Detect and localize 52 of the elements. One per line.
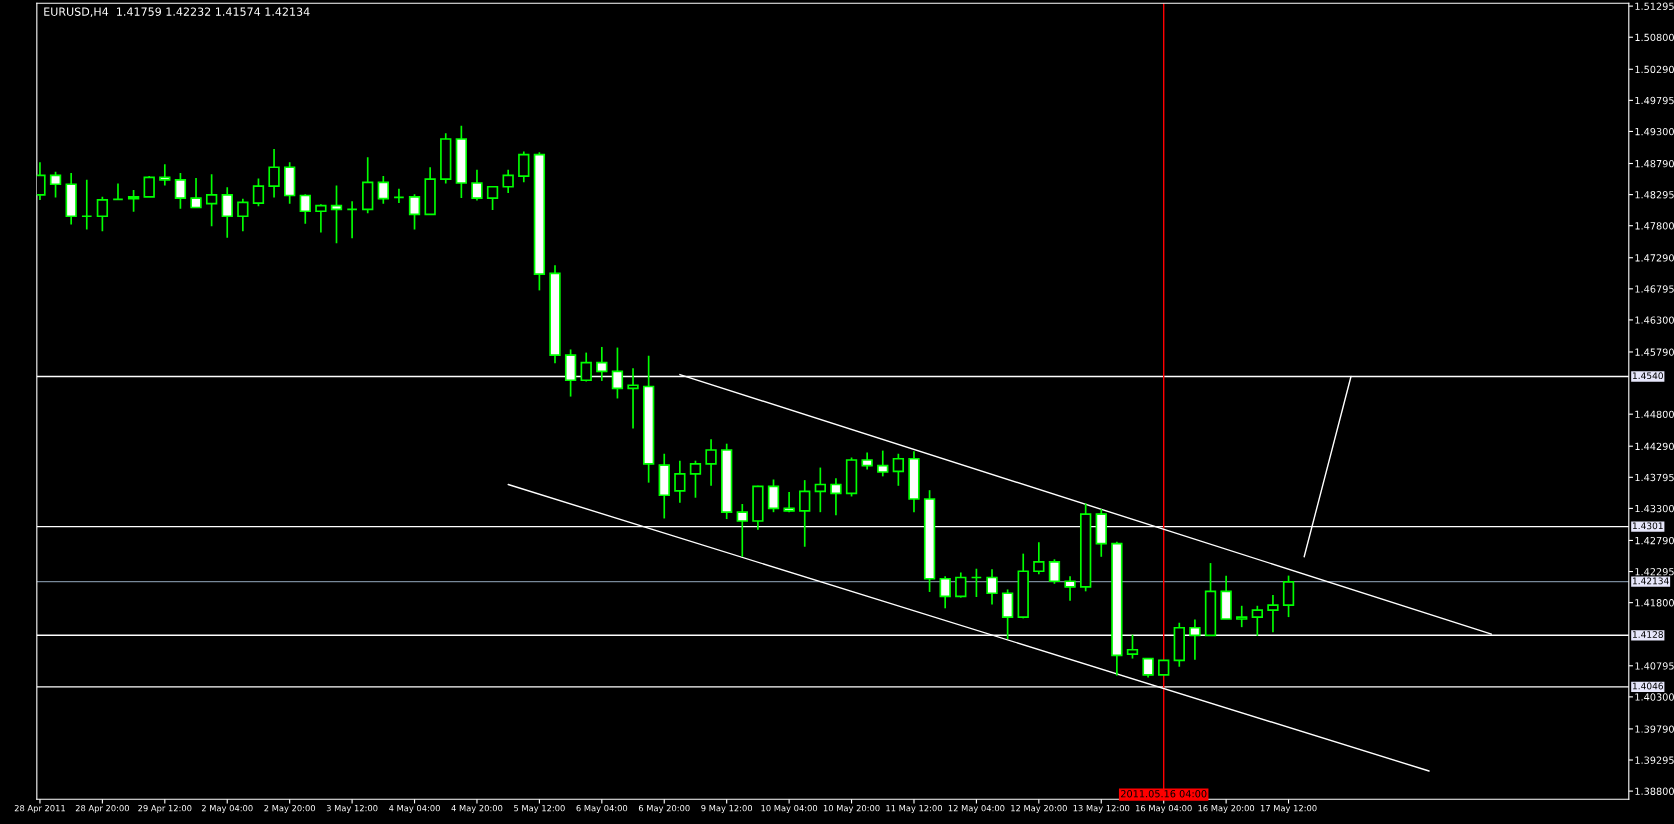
- x-tick-label: 12 May 20:00: [1011, 804, 1067, 813]
- x-tick-label: 3 May 12:00: [326, 804, 378, 813]
- x-tick-label: 28 Apr 20:00: [75, 804, 129, 813]
- x-tick-label: 6 May 20:00: [638, 804, 690, 813]
- y-tick-label: 1.45790: [1635, 348, 1674, 356]
- y-tick-label: 1.40795: [1635, 662, 1674, 670]
- ref-line-label: 1.4301: [1632, 522, 1663, 530]
- y-tick-label: 1.40300: [1635, 693, 1674, 701]
- y-tick-label: 1.49795: [1635, 96, 1674, 105]
- x-tick-label: 5 May 12:00: [514, 804, 565, 813]
- y-tick-label: 1.44290: [1635, 442, 1674, 451]
- ref-line-label: 1.4128: [1632, 631, 1663, 638]
- y-tick-label: 1.44800: [1635, 410, 1674, 418]
- x-tick-label: 4 May 04:00: [389, 804, 440, 813]
- y-tick-label: 1.41800: [1635, 599, 1674, 607]
- y-tick-label: 1.46300: [1635, 316, 1674, 324]
- x-tick-label: 10 May 04:00: [761, 804, 818, 813]
- x-tick-label: 28 Apr 2011: [14, 804, 65, 813]
- y-tick-label: 1.43300: [1635, 504, 1674, 513]
- y-tick-label: 1.42295: [1635, 568, 1674, 576]
- x-tick-label: 13 May 12:00: [1073, 804, 1130, 813]
- x-tick-label: 6 May 04:00: [576, 804, 628, 813]
- x-tick-label: 12 May 04:00: [948, 804, 1005, 813]
- chart-title: EURUSD,H4 1.41759 1.42232 1.41574 1.42134: [44, 7, 310, 18]
- y-tick-label: 1.50800: [1635, 33, 1674, 42]
- y-tick-label: 1.51295: [1635, 2, 1674, 10]
- y-tick-label: 1.39790: [1635, 725, 1674, 733]
- x-tick-label: 17 May 12:00: [1260, 804, 1317, 813]
- ref-line-label: 1.42134: [1632, 577, 1669, 585]
- ref-line-label: 1.4046: [1632, 682, 1664, 690]
- y-tick-label: 1.42790: [1635, 536, 1674, 545]
- x-tick-label: 16 May 04:00: [1136, 804, 1192, 813]
- x-tick-label: 11 May 12:00: [886, 804, 942, 813]
- x-tick-label: 2 May 20:00: [264, 804, 316, 813]
- ref-line-label: 1.4540: [1632, 372, 1663, 380]
- y-tick-label: 1.48295: [1635, 191, 1674, 199]
- y-tick-label: 1.46795: [1635, 285, 1674, 293]
- x-tick-label: 16 May 20:00: [1198, 804, 1255, 813]
- y-tick-label: 1.43795: [1635, 473, 1674, 482]
- y-tick-label: 1.49300: [1635, 127, 1674, 136]
- ref-line-label: 2011.05.16 04:00: [1121, 790, 1207, 798]
- x-tick-label: 4 May 20:00: [451, 804, 503, 813]
- x-tick-label: 29 Apr 12:00: [138, 804, 192, 813]
- y-tick-label: 1.50290: [1635, 65, 1674, 74]
- y-tick-label: 1.48790: [1635, 159, 1674, 168]
- y-tick-label: 1.38800: [1635, 787, 1674, 795]
- x-tick-label: 9 May 12:00: [701, 804, 753, 813]
- y-tick-label: 1.47800: [1635, 222, 1674, 230]
- y-tick-label: 1.39295: [1635, 756, 1674, 764]
- x-tick-label: 10 May 20:00: [823, 804, 880, 813]
- x-tick-label: 2 May 04:00: [201, 804, 253, 813]
- y-tick-label: 1.47290: [1635, 254, 1674, 262]
